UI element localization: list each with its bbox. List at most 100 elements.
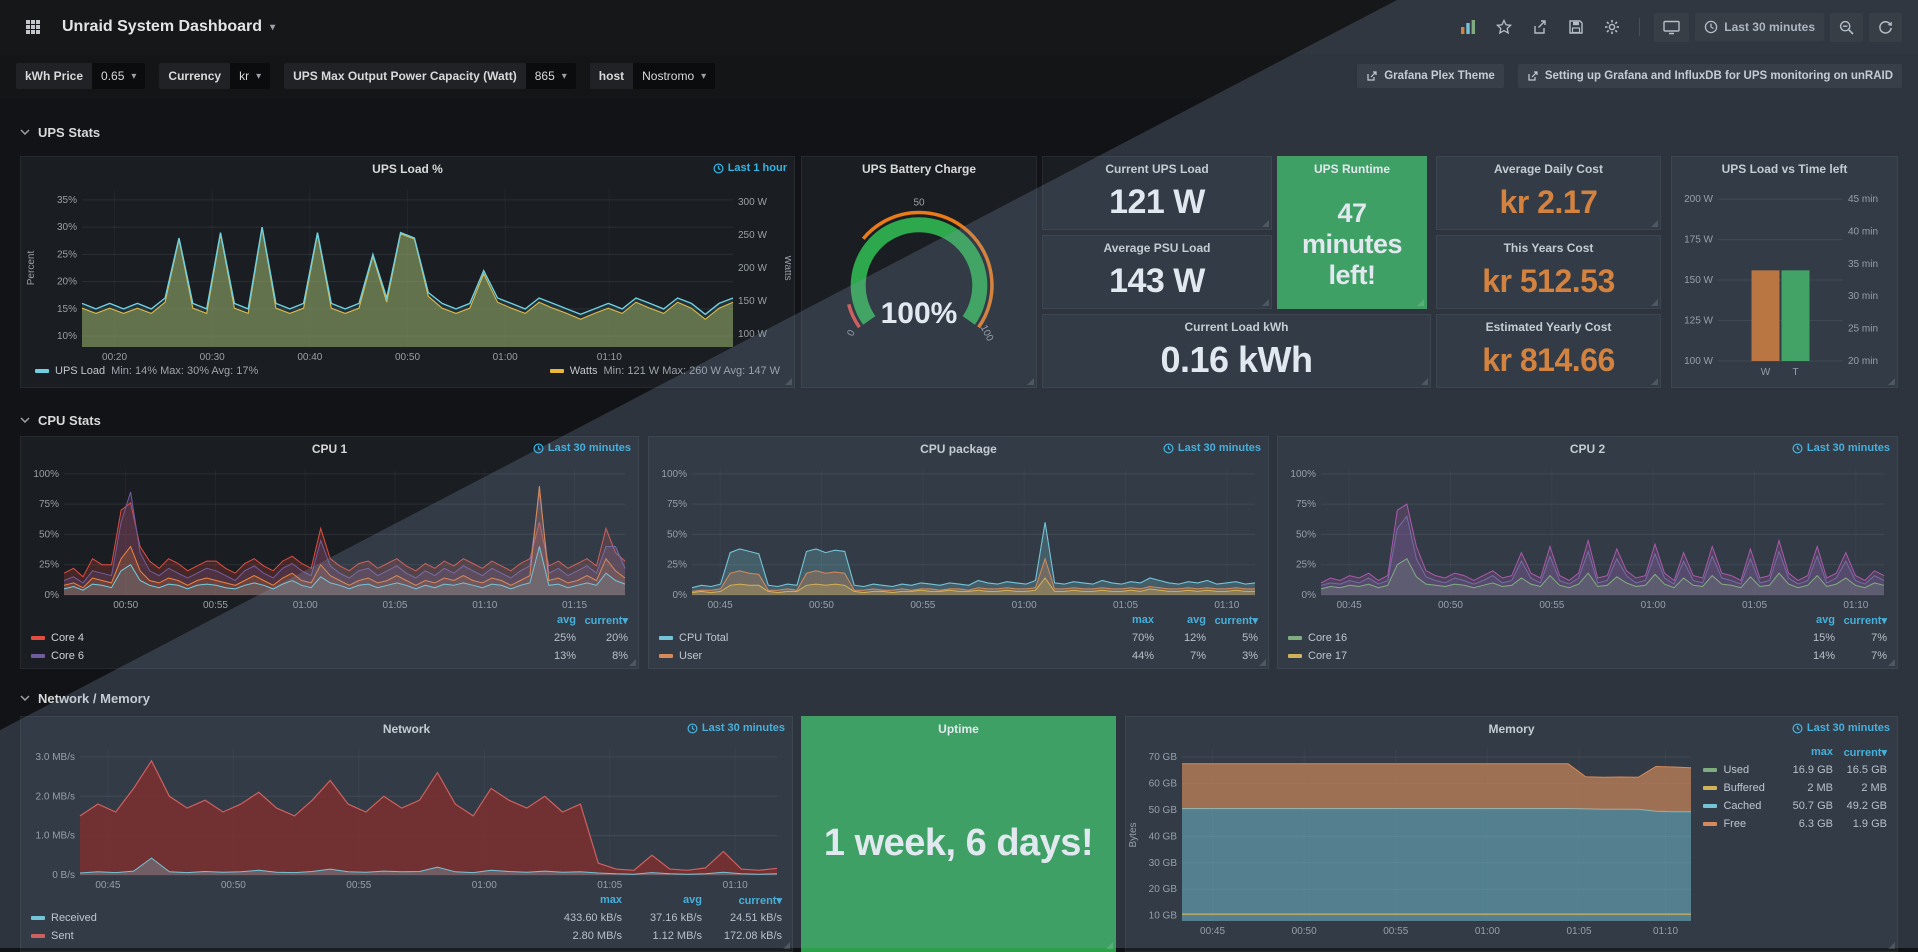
- panel-title[interactable]: Average PSU Load: [1103, 241, 1211, 255]
- svg-text:00:55: 00:55: [910, 600, 935, 611]
- panel-title[interactable]: Current UPS Load: [1105, 162, 1209, 176]
- panel-resize-handle[interactable]: [1421, 378, 1428, 385]
- series-name[interactable]: User: [679, 650, 703, 662]
- series-value: 16.9 GB: [1792, 764, 1833, 776]
- series-name[interactable]: Sent: [51, 930, 74, 942]
- series-name[interactable]: CPU Total: [679, 632, 729, 644]
- cpu2-chart[interactable]: 100% 75% 50% 25% 0% 00:45 00:50 00:55 01:00 01:05…: [1281, 461, 1894, 611]
- panel-resize-handle[interactable]: [1262, 299, 1269, 306]
- panel-resize-handle[interactable]: [1888, 378, 1895, 385]
- svg-text:30%: 30%: [57, 222, 77, 233]
- legend-column-avg[interactable]: avg: [557, 614, 576, 626]
- svg-text:Percent: Percent: [26, 251, 37, 286]
- legend-column-avg[interactable]: avg: [683, 894, 702, 906]
- series-name[interactable]: Core 6: [51, 650, 85, 662]
- chevron-down-icon: [20, 417, 30, 423]
- panel-title[interactable]: UPS Battery Charge: [861, 162, 977, 176]
- settings-button[interactable]: [1595, 12, 1629, 42]
- panel-title[interactable]: UPS Runtime: [1313, 162, 1390, 176]
- time-range-text: Last 30 minutes: [1806, 722, 1890, 734]
- legend-column-current[interactable]: current▾: [584, 614, 628, 627]
- cycle-view-button[interactable]: [1654, 12, 1690, 42]
- panel-title[interactable]: Current Load kWh: [1184, 320, 1289, 334]
- panel-resize-handle[interactable]: [1027, 378, 1034, 385]
- legend-column-avg[interactable]: avg: [1816, 614, 1835, 626]
- variable-value-dropdown[interactable]: 0.65 ▾: [92, 63, 146, 89]
- cpu-package-chart[interactable]: 100% 75% 50% 25% 0% 00:45 00:50 00:55 01:00 01:05…: [652, 461, 1265, 611]
- panel-resize-handle[interactable]: [1417, 299, 1424, 306]
- panel-title[interactable]: Average Daily Cost: [1494, 162, 1603, 176]
- panel-title[interactable]: Network: [382, 722, 431, 736]
- refresh-button[interactable]: [1869, 12, 1902, 42]
- svg-text:50: 50: [913, 198, 925, 209]
- panel-resize-handle[interactable]: [785, 378, 792, 385]
- legend-column-current[interactable]: current▾: [1843, 746, 1887, 759]
- panel-title[interactable]: This Years Cost: [1503, 241, 1594, 255]
- panel-resize-handle[interactable]: [1259, 659, 1266, 666]
- series-name[interactable]: Received: [51, 912, 97, 924]
- series-value: 172.08 kB/s: [723, 930, 782, 942]
- external-link-icon: [1367, 71, 1377, 81]
- series-name[interactable]: Core 17: [1308, 650, 1348, 662]
- zoom-out-button[interactable]: [1830, 12, 1863, 42]
- panel-title[interactable]: UPS Load %: [372, 162, 443, 176]
- series-name[interactable]: Used: [1723, 764, 1750, 776]
- save-button[interactable]: [1559, 12, 1593, 42]
- link-grafana-plex-theme[interactable]: Grafana Plex Theme: [1357, 64, 1504, 88]
- legend-column-max[interactable]: max: [1131, 614, 1154, 626]
- link-grafana-influxdb-guide[interactable]: Setting up Grafana and InfluxDB for UPS …: [1517, 64, 1902, 88]
- panel-resize-handle[interactable]: [1106, 942, 1113, 949]
- cpu1-chart[interactable]: 100% 75% 50% 25% 0% 00:50 00:55 01:00 01:05 01:10…: [24, 461, 635, 611]
- panel-resize-handle[interactable]: [629, 659, 636, 666]
- panel-title[interactable]: UPS Load vs Time left: [1721, 162, 1848, 176]
- panel-resize-handle[interactable]: [1888, 659, 1895, 666]
- legend-column-max[interactable]: max: [1810, 746, 1833, 758]
- series-name[interactable]: UPS Load: [55, 365, 106, 377]
- legend-column-avg[interactable]: avg: [1187, 614, 1206, 626]
- panel-resize-handle[interactable]: [1651, 378, 1658, 385]
- panel-resize-handle[interactable]: [1888, 942, 1895, 949]
- series-name[interactable]: Core 16: [1308, 632, 1348, 644]
- svg-text:0 B/s: 0 B/s: [52, 870, 75, 881]
- panel-resize-handle[interactable]: [1651, 220, 1658, 227]
- apps-grid-icon[interactable]: [16, 12, 50, 42]
- variable-value-dropdown[interactable]: Nostromo ▾: [633, 63, 716, 89]
- legend-column-current[interactable]: current▾: [738, 894, 782, 907]
- panel-resize-handle[interactable]: [783, 942, 790, 949]
- panel-current-ups-load: Current UPS Load 121 W: [1042, 156, 1272, 230]
- panel-title[interactable]: Estimated Yearly Cost: [1485, 320, 1612, 334]
- legend-column-current[interactable]: current▾: [1214, 614, 1258, 627]
- ups-load-chart[interactable]: 35% 30% 25% 20% 15% 10% 300 W 250 W 200 W 150 W 10…: [24, 181, 791, 363]
- panel-title[interactable]: Uptime: [938, 722, 979, 736]
- section-network-memory[interactable]: Network / Memory: [20, 688, 150, 708]
- series-name[interactable]: Buffered: [1723, 782, 1765, 794]
- series-name[interactable]: Core 4: [51, 632, 85, 644]
- section-cpu-stats[interactable]: CPU Stats: [20, 410, 101, 430]
- time-picker-button[interactable]: Last 30 minutes: [1695, 13, 1824, 41]
- share-button[interactable]: [1523, 12, 1557, 42]
- network-chart[interactable]: 3.0 MB/s 2.0 MB/s 1.0 MB/s 0 B/s 00:45 00:50 0…: [24, 741, 789, 891]
- series-name[interactable]: Free: [1723, 818, 1747, 830]
- series-stats: Min: 121 W Max: 260 W Avg: 147 W: [603, 365, 780, 377]
- memory-chart[interactable]: 70 GB 60 GB 50 GB 40 GB 30 GB 20 GB 10 GB 00:45…: [1126, 741, 1693, 937]
- panel-title[interactable]: CPU 1: [311, 442, 348, 456]
- variable-value-dropdown[interactable]: 865 ▾: [525, 63, 576, 89]
- series-name[interactable]: Watts: [569, 365, 598, 377]
- add-panel-button[interactable]: [1451, 12, 1485, 42]
- panel-title[interactable]: CPU 2: [1569, 442, 1606, 456]
- battery-gauge[interactable]: 0 50 100 100%: [805, 181, 1033, 371]
- favorite-button[interactable]: [1487, 12, 1521, 42]
- panel-resize-handle[interactable]: [1262, 220, 1269, 227]
- series-name[interactable]: Cached: [1723, 800, 1762, 812]
- svg-text:15%: 15%: [57, 304, 77, 315]
- load-vs-time-bar-chart[interactable]: 200 W 175 W 150 W 125 W 100 W 45 min 40 min 35 …: [1674, 181, 1895, 379]
- legend-column-max[interactable]: max: [599, 894, 622, 906]
- section-ups-stats[interactable]: UPS Stats: [20, 122, 100, 142]
- variable-value-dropdown[interactable]: kr ▾: [230, 63, 271, 89]
- dashboard-title[interactable]: Unraid System Dashboard ▾: [62, 18, 275, 36]
- panel-resize-handle[interactable]: [1651, 299, 1658, 306]
- panel-title[interactable]: CPU package: [920, 442, 997, 456]
- panel-cpu-2: CPU 2 Last 30 minutes 100% 75% 50% 25% 0% 00:…: [1277, 436, 1898, 669]
- legend-column-current[interactable]: current▾: [1843, 614, 1887, 627]
- panel-title[interactable]: Memory: [1488, 722, 1535, 736]
